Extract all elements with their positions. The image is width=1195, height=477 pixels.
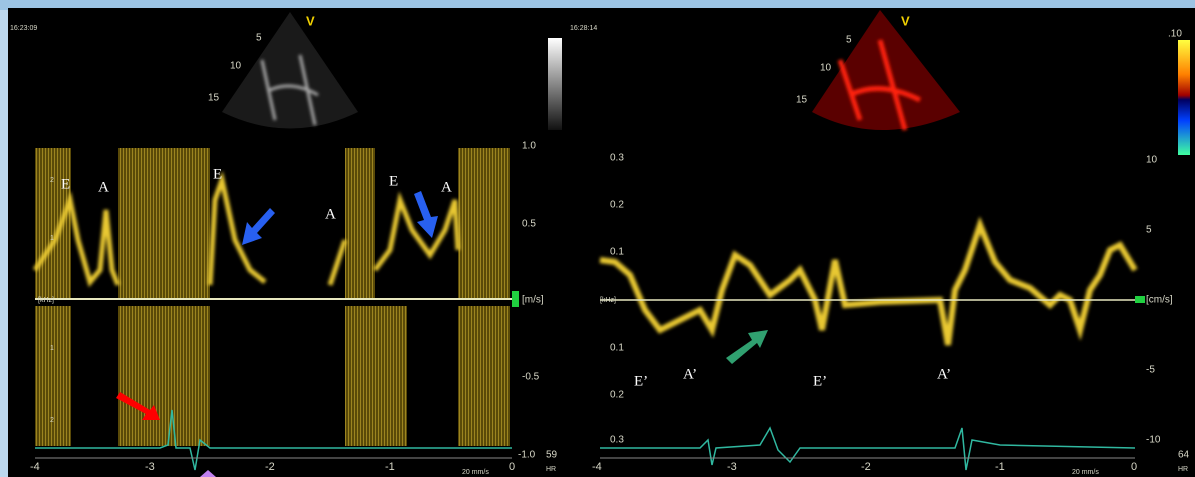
time-tick-label: -3 <box>145 461 155 473</box>
time-tick-label: -1 <box>995 461 1005 473</box>
peak-label: A <box>325 206 336 222</box>
frequency-tick-label: 0.2 <box>610 390 624 401</box>
frequency-tick-label: 2 <box>50 417 54 424</box>
depth-label: 5 <box>846 35 852 46</box>
velocity-unit: [m/s] <box>522 295 544 306</box>
time-tick-label: -4 <box>592 461 602 473</box>
sweep-speed: 20 mm/s <box>462 469 489 476</box>
echo-screenshot: 16:23:09 V 5 10 15 1.0 0.5 -0.5 -1.0 59 … <box>0 0 1195 477</box>
heart-rate: 59 <box>546 450 558 461</box>
color-scale-label: .10 <box>1168 29 1182 40</box>
baseline-marker <box>512 291 519 307</box>
heart-rate-label: HR <box>1178 466 1188 473</box>
peak-label: E <box>213 166 222 182</box>
velocity-tick-label: -0.5 <box>522 372 540 383</box>
frequency-tick-label: 1 <box>50 345 54 352</box>
baseline-marker <box>1135 296 1145 303</box>
probe-marker: V <box>901 13 910 28</box>
timestamp: 16:28:14 <box>570 25 597 32</box>
velocity-tick-label: -5 <box>1146 365 1155 376</box>
peak-label: E’ <box>634 373 648 389</box>
time-tick-label: -4 <box>30 461 40 473</box>
color-scale-bar <box>1178 40 1190 155</box>
frequency-tick-label: 0.1 <box>610 343 624 354</box>
velocity-tick-label: 5 <box>1146 225 1152 236</box>
depth-label: 15 <box>796 95 808 106</box>
peak-label: A’ <box>937 366 951 382</box>
timestamp: 16:23:09 <box>10 25 37 32</box>
depth-label: 10 <box>230 61 242 72</box>
time-tick-label: -2 <box>861 461 871 473</box>
velocity-tick-label: -1.0 <box>518 450 536 461</box>
frequency-tick-label: 2 <box>50 177 54 184</box>
peak-label: A <box>441 179 452 195</box>
peak-label: E’ <box>813 373 827 389</box>
frequency-tick-label: 0.2 <box>610 200 624 211</box>
peak-label: A’ <box>683 366 697 382</box>
frequency-tick-label: 1 <box>50 235 54 242</box>
velocity-tick-label: 10 <box>1146 155 1158 166</box>
frequency-unit: [kHz] <box>600 297 616 304</box>
frequency-unit: [kHz] <box>38 297 54 304</box>
time-tick-label: -2 <box>265 461 275 473</box>
time-tick-label: -1 <box>385 461 395 473</box>
velocity-tick-label: -10 <box>1146 435 1161 446</box>
peak-label: E <box>389 173 398 189</box>
depth-label: 10 <box>820 63 832 74</box>
heart-rate: 64 <box>1178 450 1190 461</box>
probe-marker: V <box>306 13 315 28</box>
peak-label: E <box>61 176 70 192</box>
time-tick-label: 0 <box>509 461 515 473</box>
depth-label: 15 <box>208 93 220 104</box>
velocity-tick-label: 0.5 <box>522 219 536 230</box>
peak-label: A <box>98 179 109 195</box>
frequency-tick-label: 0.3 <box>610 153 624 164</box>
heart-rate-label: HR <box>546 466 556 473</box>
page: 16:23:09 V 5 10 15 1.0 0.5 -0.5 -1.0 59 … <box>0 0 1195 477</box>
velocity-unit: [cm/s] <box>1146 295 1173 306</box>
depth-label: 5 <box>256 33 262 44</box>
frequency-tick-label: 0.3 <box>610 435 624 446</box>
time-tick-label: 0 <box>1131 461 1137 473</box>
velocity-tick-label: 1.0 <box>522 141 536 152</box>
gray-scale-bar <box>548 38 562 130</box>
time-tick-label: -3 <box>727 461 737 473</box>
sweep-speed: 20 mm/s <box>1072 469 1099 476</box>
frequency-tick-label: 0.1 <box>610 247 624 258</box>
